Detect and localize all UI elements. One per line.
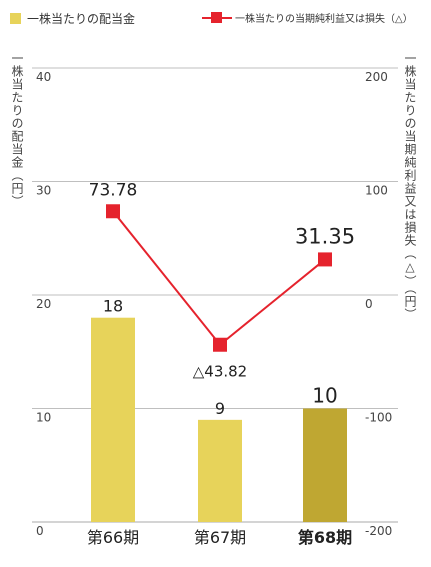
right-tick-label: -100: [365, 411, 392, 425]
right-tick-label: 200: [365, 70, 388, 84]
category-label: 第66期: [87, 528, 139, 547]
left-tick-label: 20: [36, 297, 51, 311]
right-tick-label: 100: [365, 184, 388, 198]
eps-value-label: △43.82: [193, 363, 247, 381]
right-tick-label: -200: [365, 524, 392, 538]
dividend-value-label: 9: [215, 399, 225, 418]
right-axis-title: 一株当たりの当期純利益又は損失（△）（円）: [403, 52, 417, 321]
dividend-value-label: 10: [312, 384, 337, 408]
left-tick-label: 0: [36, 524, 44, 538]
legend-bar-label: 一株当たりの配当金: [27, 12, 136, 26]
left-axis-title: 一株当たりの配当金（円）: [10, 52, 24, 208]
right-tick-label: 0: [365, 297, 373, 311]
legend-item-dividend: 一株当たりの配当金: [10, 10, 135, 27]
left-tick-label: 10: [36, 411, 51, 425]
eps-marker: [318, 252, 332, 267]
category-label: 第67期: [194, 528, 246, 547]
eps-marker: [106, 204, 120, 219]
category-label: 第68期: [298, 528, 352, 547]
legend-line-label: 一株当たりの当期純利益又は損失（△）: [235, 14, 413, 25]
eps-value-label: 31.35: [295, 224, 355, 248]
dividend-bar: [303, 408, 347, 522]
legend-line-swatch: [202, 12, 232, 23]
dividend-bar: [198, 419, 242, 522]
chart-legend: 一株当たりの配当金 一株当たりの当期純利益又は損失（△）: [10, 10, 430, 34]
eps-line: [112, 210, 326, 347]
eps-marker: [213, 337, 227, 352]
dividend-bar: [91, 317, 135, 522]
dividend-value-label: 18: [103, 297, 123, 316]
left-tick-label: 40: [36, 70, 51, 84]
eps-value-label: 73.78: [89, 180, 138, 200]
legend-item-eps: 一株当たりの当期純利益又は損失（△）: [202, 10, 413, 25]
left-tick-label: 30: [36, 184, 51, 198]
legend-bar-swatch: [10, 13, 21, 24]
